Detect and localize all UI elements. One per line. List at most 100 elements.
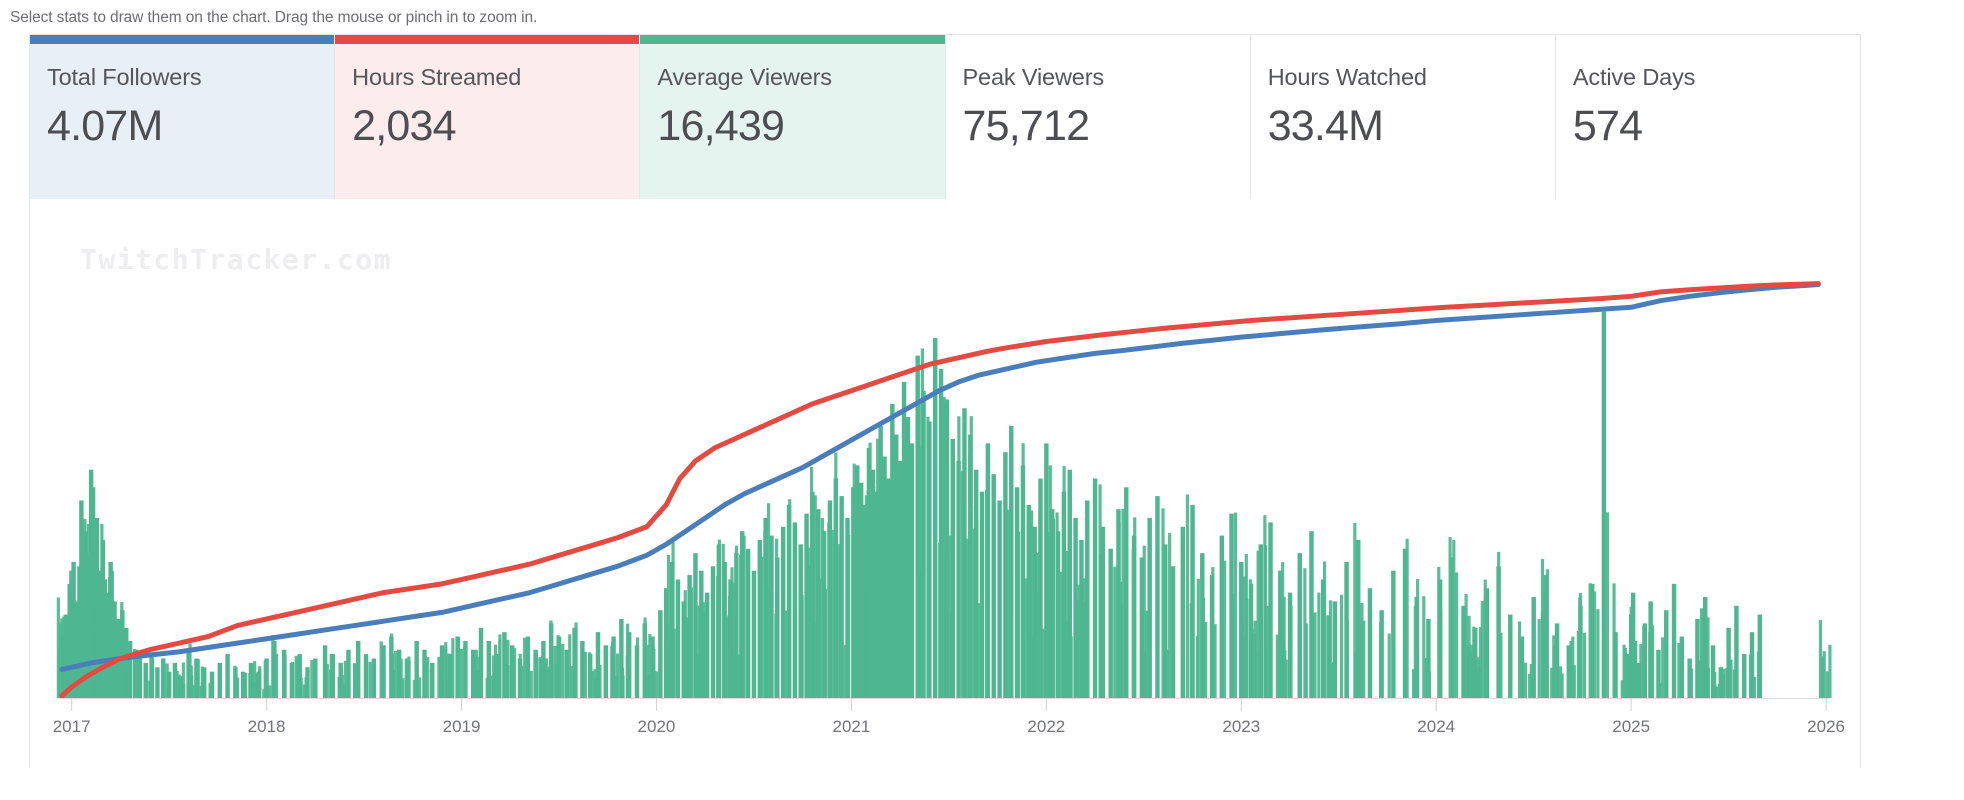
chart-bar bbox=[1661, 637, 1665, 698]
chart-bar bbox=[1038, 510, 1042, 698]
chart-bar bbox=[1230, 593, 1235, 698]
chart-bar bbox=[615, 675, 619, 698]
chart-bar bbox=[1588, 583, 1592, 698]
chart-bar bbox=[486, 640, 492, 698]
chart-bar bbox=[820, 517, 824, 698]
chart-bar bbox=[1560, 673, 1564, 698]
chart-bar bbox=[1596, 609, 1600, 698]
chart-bar bbox=[233, 665, 237, 698]
chart-bar bbox=[1079, 539, 1084, 698]
chart-bar bbox=[1671, 583, 1677, 698]
chart-bar bbox=[242, 674, 246, 698]
chart-bar bbox=[200, 666, 204, 698]
chart-bar bbox=[992, 525, 996, 698]
chart-bar bbox=[1703, 597, 1708, 698]
chart-bar bbox=[648, 634, 652, 698]
chart-bar bbox=[268, 685, 272, 698]
chart-bar bbox=[645, 644, 649, 698]
chart-bar bbox=[942, 397, 946, 698]
stat-card-body: Hours Streamed 2,034 bbox=[335, 44, 639, 199]
chart-bar bbox=[1044, 443, 1049, 698]
chart-bar bbox=[1756, 651, 1761, 698]
chart-bar bbox=[189, 665, 193, 698]
chart-bar bbox=[150, 658, 155, 698]
chart-bar bbox=[730, 567, 734, 698]
chart-bar bbox=[1722, 668, 1726, 698]
chart-bar bbox=[1024, 578, 1028, 698]
stat-card-hours-streamed[interactable]: Hours Streamed 2,034 bbox=[335, 35, 641, 199]
bar-series-fine-detail bbox=[56, 348, 1832, 698]
chart-bar bbox=[1752, 677, 1757, 698]
stat-card-accent-bar bbox=[946, 35, 1250, 44]
stat-card-total-followers[interactable]: Total Followers 4.07M bbox=[30, 35, 336, 199]
stat-card-value: 33.4M bbox=[1267, 102, 1384, 150]
chart-bar bbox=[474, 649, 479, 698]
chart-bar bbox=[1427, 671, 1432, 698]
stat-card-average-viewers[interactable]: Average Viewers 16,439 bbox=[640, 35, 946, 199]
chart-bar bbox=[734, 545, 739, 698]
stat-card-value: 574 bbox=[1572, 102, 1643, 150]
chart-bar bbox=[1422, 596, 1426, 698]
chart-bar bbox=[768, 622, 773, 698]
chart-bar bbox=[675, 579, 681, 698]
chart-bar bbox=[438, 657, 442, 698]
chart-bar bbox=[1289, 605, 1293, 698]
chart-bar bbox=[137, 658, 143, 698]
chart-bar bbox=[775, 538, 779, 698]
chart-bar bbox=[391, 670, 396, 698]
stat-card-value: 16,439 bbox=[657, 102, 785, 150]
chart-bar bbox=[1185, 494, 1189, 698]
chart-bar bbox=[1007, 509, 1011, 698]
chart-bar bbox=[1353, 522, 1357, 698]
chart-bar bbox=[1339, 594, 1344, 698]
chart-bar bbox=[1048, 465, 1052, 698]
stat-card-active-days[interactable]: Active Days 574 bbox=[1555, 35, 1861, 199]
chart-bar bbox=[134, 656, 139, 698]
chart-bar bbox=[1180, 526, 1186, 698]
chart-bar bbox=[919, 569, 923, 698]
chart-bar bbox=[1068, 550, 1072, 698]
chart-bar bbox=[1605, 512, 1610, 698]
chart-bar bbox=[1426, 618, 1431, 698]
chart-bar bbox=[549, 620, 553, 698]
stat-card-value: 4.07M bbox=[47, 102, 163, 150]
chart-bar bbox=[810, 466, 814, 698]
chart-bar bbox=[63, 614, 69, 698]
chart-canvas[interactable] bbox=[30, 199, 1860, 768]
chart-bar bbox=[595, 632, 601, 698]
stat-card-peak-viewers[interactable]: Peak Viewers 75,712 bbox=[945, 35, 1251, 199]
chart-bar bbox=[769, 535, 774, 698]
stat-card-label: Peak Viewers bbox=[962, 64, 1105, 90]
chart-bar bbox=[834, 452, 838, 698]
chart-bar bbox=[793, 591, 797, 698]
chart-bar bbox=[760, 556, 764, 698]
chart-bar bbox=[938, 542, 942, 698]
stat-card-hours-watched[interactable]: Hours Watched 33.4M bbox=[1250, 35, 1556, 199]
chart-bar bbox=[1124, 487, 1129, 698]
chart-bar bbox=[570, 666, 574, 698]
chart-bar bbox=[518, 653, 522, 698]
chart-bar bbox=[1497, 551, 1501, 698]
chart-bar bbox=[1051, 518, 1056, 698]
chart-bar bbox=[456, 637, 461, 698]
chart-bar bbox=[523, 637, 527, 698]
chart-bar bbox=[767, 503, 771, 698]
chart-bar bbox=[1144, 610, 1149, 698]
chart-bar bbox=[1304, 623, 1308, 698]
chart-bar bbox=[732, 582, 737, 698]
chart-bar bbox=[498, 640, 502, 698]
stat-card-accent-bar bbox=[640, 35, 945, 44]
chart-area[interactable]: TwitchTracker.com 2017 2018 2019 2020 2021 20… bbox=[30, 199, 1860, 768]
chart-bar bbox=[1242, 636, 1246, 698]
chart-bar bbox=[727, 595, 732, 698]
chart-bar bbox=[1201, 644, 1205, 698]
chart-bar bbox=[1531, 597, 1536, 698]
chart-bar bbox=[1677, 642, 1681, 698]
chart-bar bbox=[1523, 662, 1528, 698]
chart-bar bbox=[1571, 636, 1575, 698]
stat-card-label: Hours Streamed bbox=[352, 64, 522, 90]
chart-bar bbox=[89, 503, 94, 698]
chart-bar bbox=[1726, 627, 1731, 698]
chart-bar bbox=[422, 649, 427, 698]
chart-bar bbox=[962, 408, 967, 698]
